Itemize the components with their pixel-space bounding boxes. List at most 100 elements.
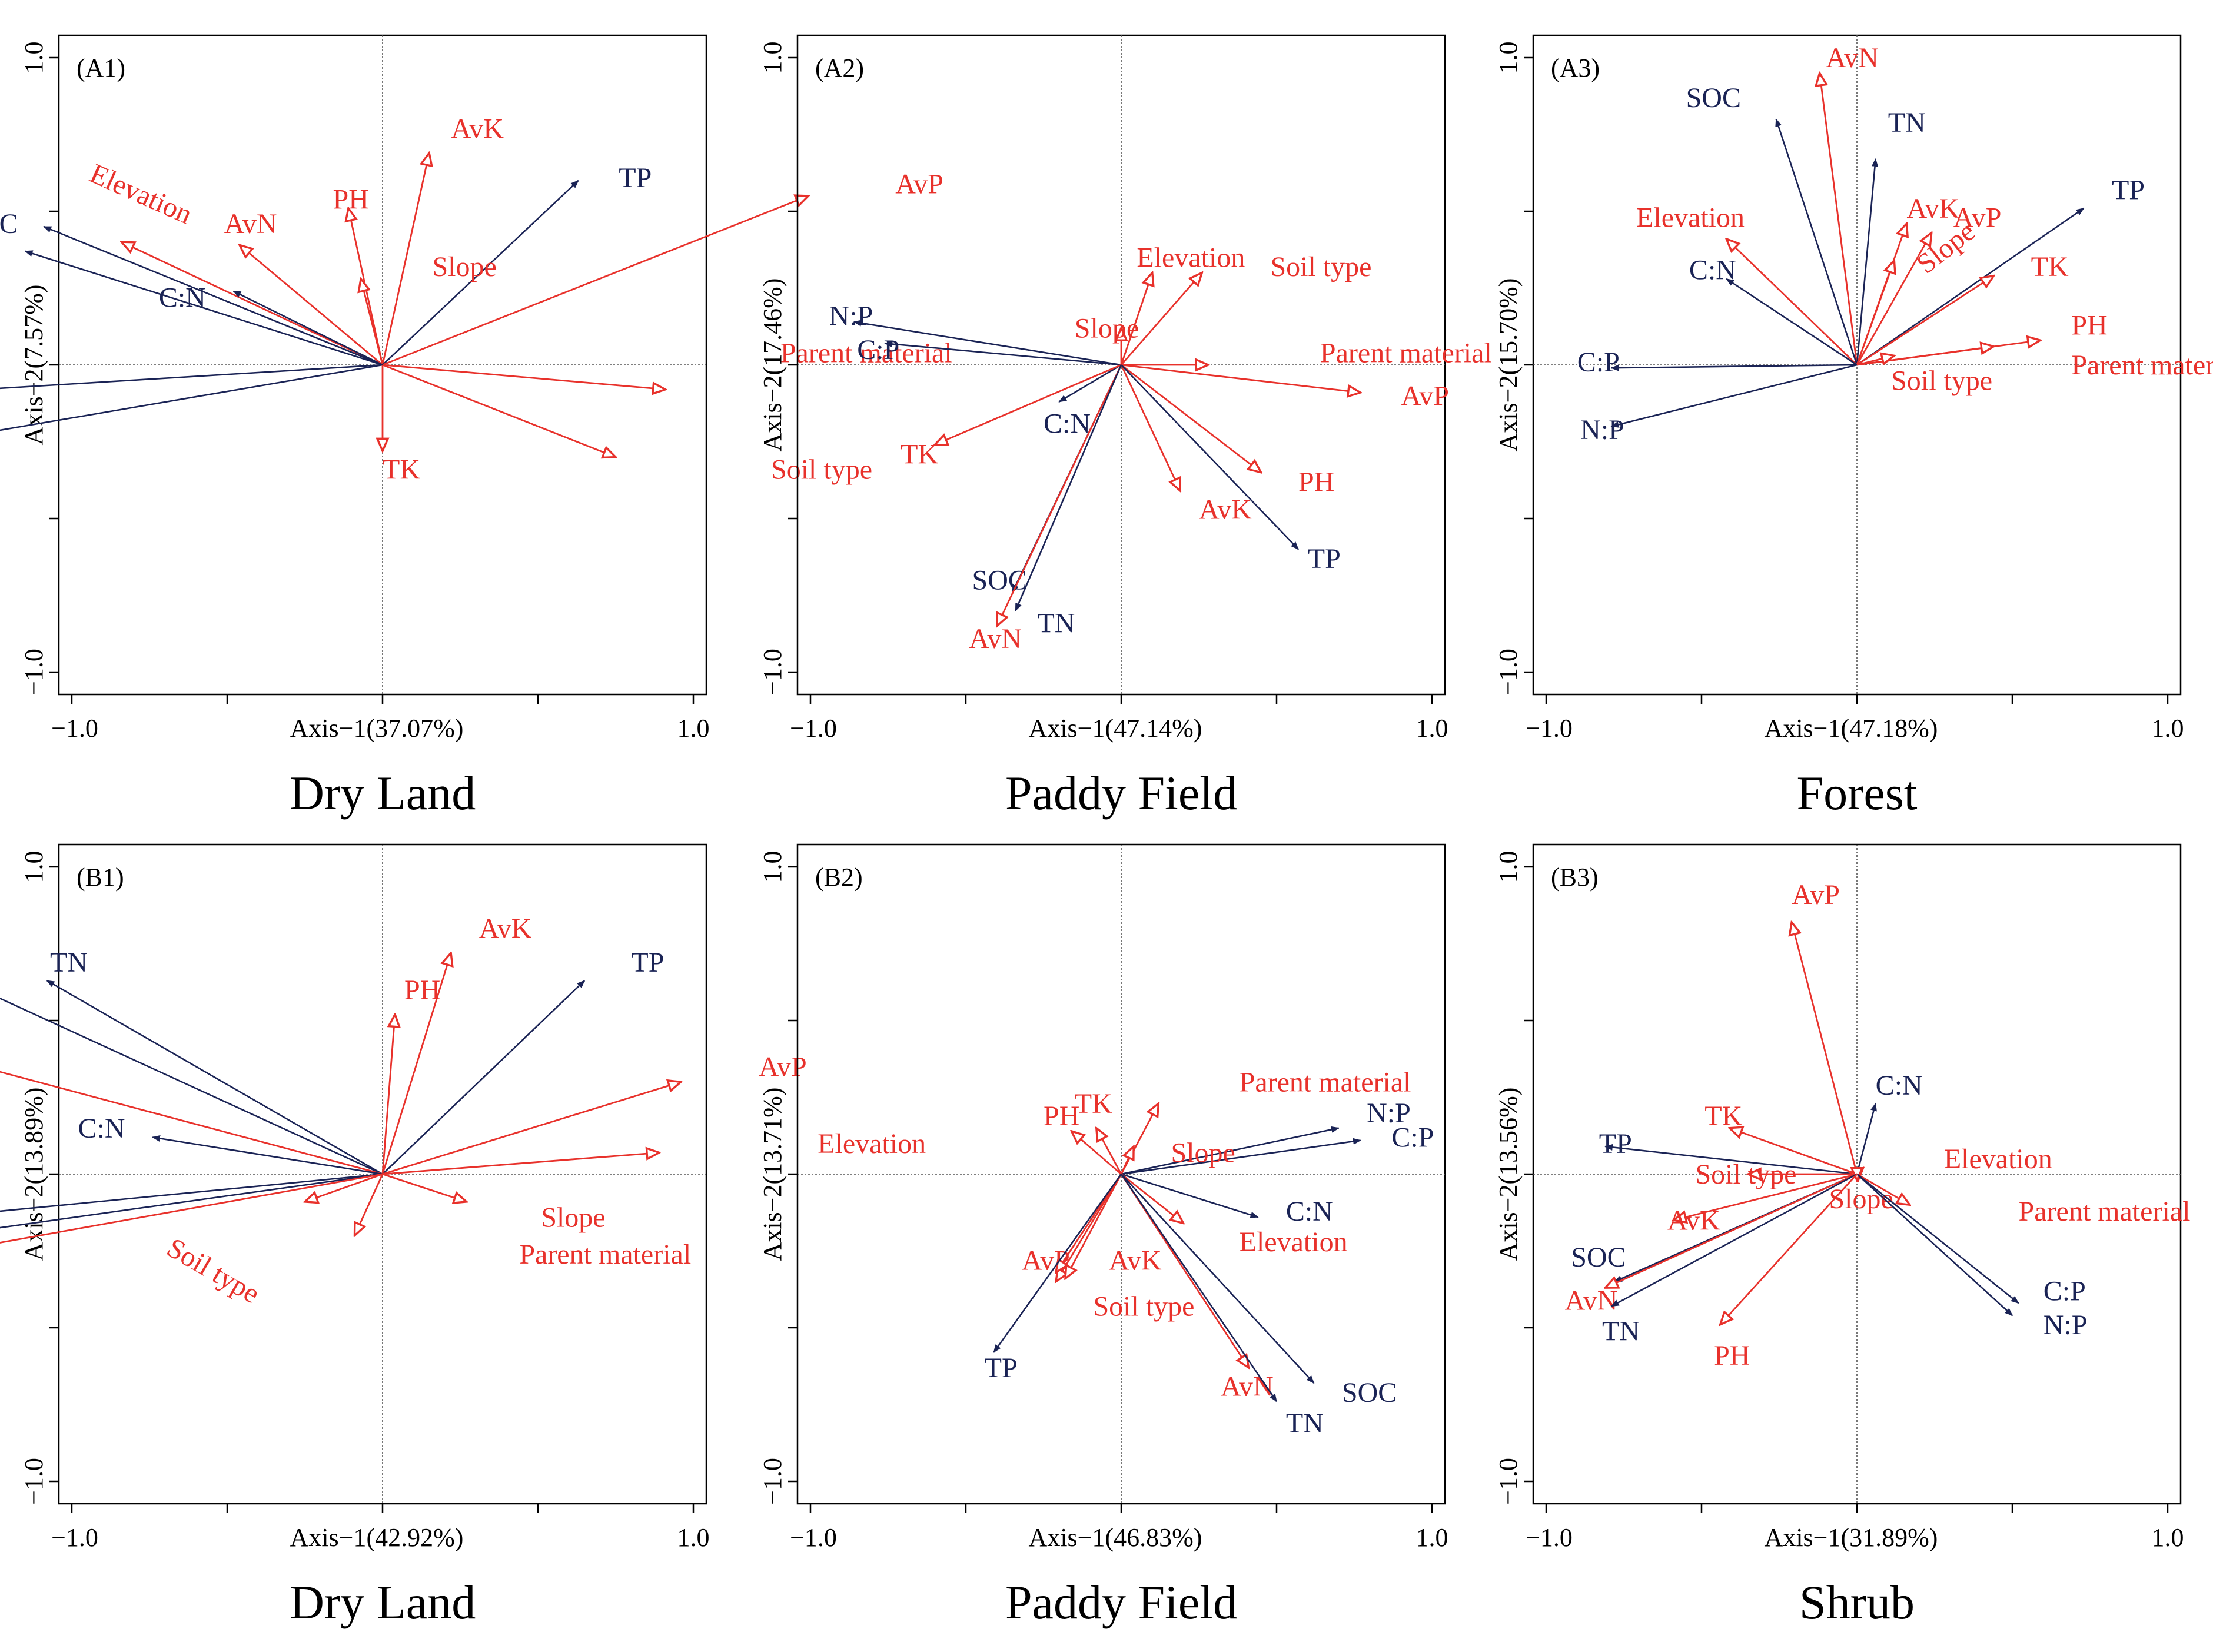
vector-tp xyxy=(993,1174,1122,1353)
vector-elevation xyxy=(121,242,383,366)
x-axis-label: Axis−1(47.14%) xyxy=(1029,714,1202,743)
vector-tn xyxy=(1610,1173,1858,1307)
vector-tk xyxy=(935,364,1122,445)
vector-c-n xyxy=(1121,1173,1259,1218)
vector-label-soil-type: Soil type xyxy=(771,454,872,486)
vector-tp xyxy=(382,180,579,365)
y-axis-label: Axis−2(13.71%) xyxy=(758,1088,787,1261)
vector-c-n xyxy=(232,290,383,366)
vector-label-soc: SOC xyxy=(0,208,18,240)
vector-label-tk: TK xyxy=(383,454,420,486)
vector-soil-type xyxy=(305,1173,383,1202)
panel-tag: (A1) xyxy=(77,54,125,82)
x-tick-label-max: 1.0 xyxy=(2152,714,2184,743)
vector-label-avk: AvK xyxy=(479,913,532,945)
vector-label-parent-material: Parent material xyxy=(519,1239,691,1270)
vector-avn xyxy=(1820,73,1858,365)
vector-label-parent-material: Parent material xyxy=(1240,1067,1411,1098)
vector-label-tp: TP xyxy=(631,947,664,978)
y-tick-label-max: 1.0 xyxy=(1494,42,1523,74)
vector-label-parent-material: Parent material xyxy=(780,337,952,368)
vector-label-avn: AvN xyxy=(969,623,1022,654)
vector-label-tp: TP xyxy=(619,162,652,194)
vector-c-p xyxy=(1121,1138,1361,1175)
vector-c-n xyxy=(151,1135,383,1175)
vector-label-slope: Slope xyxy=(1075,313,1139,344)
vector-label-avn: AvN xyxy=(1565,1285,1618,1316)
vector-label-soc: SOC xyxy=(1571,1242,1626,1273)
vector-label-avn: AvN xyxy=(1221,1371,1274,1402)
vector-elevation xyxy=(1120,272,1152,365)
vector-label-ph: PH xyxy=(1298,467,1334,498)
y-tick-label-min: −1.0 xyxy=(1494,649,1523,696)
vector-label-soil-type: Soil type xyxy=(1695,1159,1796,1190)
x-tick-label-min: −1.0 xyxy=(51,714,98,743)
vector-avk xyxy=(1673,1173,1858,1220)
vector-avp xyxy=(382,196,808,366)
vector-n-p xyxy=(1856,1174,2013,1317)
vector-c-p xyxy=(1856,1173,2019,1304)
vector-label-avk: AvK xyxy=(1906,193,1959,224)
panel-title: Forest xyxy=(1797,766,1918,820)
vector-ph xyxy=(1720,1174,1858,1325)
vector-label-slope: Slope xyxy=(1171,1138,1235,1169)
vector-label-elevation: Elevation xyxy=(1240,1226,1348,1258)
x-tick-label-max: 1.0 xyxy=(2152,1523,2184,1552)
vector-avk xyxy=(381,953,451,1175)
vector-label-n-p: N:P xyxy=(829,301,873,332)
vector-label-c-n: C:N xyxy=(159,282,206,313)
vector-label-c-n: C:N xyxy=(1689,254,1736,285)
vector-label-tn: TN xyxy=(50,947,88,978)
vector-label-tk: TK xyxy=(2031,251,2069,282)
vector-label-c-n: C:N xyxy=(78,1113,125,1144)
vector-soc xyxy=(1121,1174,1315,1384)
vector-n-p xyxy=(1610,364,1858,428)
vector-ph xyxy=(1121,364,1261,473)
vector-label-soil-type: Soil type xyxy=(1891,365,1992,396)
vector-soil-type xyxy=(1856,355,1894,366)
x-tick-label-min: −1.0 xyxy=(1526,714,1573,743)
vector-tn xyxy=(1120,1174,1278,1402)
vector-slope xyxy=(361,279,384,365)
panel-title: Shrub xyxy=(1799,1575,1915,1629)
vector-label-avk: AvK xyxy=(1667,1205,1720,1236)
vector-tp xyxy=(1856,207,2085,366)
panel-title: Dry Land xyxy=(290,1575,476,1629)
vector-soc xyxy=(43,225,383,366)
vector-tk xyxy=(0,1173,383,1244)
vector-label-ph: PH xyxy=(1044,1101,1079,1132)
vector-c-n xyxy=(1726,278,1858,366)
vector-tp xyxy=(382,980,586,1175)
y-tick-label-min: −1.0 xyxy=(758,649,787,696)
panel-b2: −1.0 1.0 1.0 −1.0 Axis−1(46.83%) Axis−2(13.71… xyxy=(758,843,1448,1629)
vector-slope xyxy=(1856,261,1894,365)
vector-soc xyxy=(1775,118,1858,365)
vector-avn xyxy=(240,245,383,366)
vector-parent-material xyxy=(354,1174,384,1235)
vector-label-slope: Slope xyxy=(432,251,496,282)
vector-label-c-n: C:N xyxy=(1286,1196,1333,1227)
vector-soc xyxy=(0,998,383,1175)
y-tick-label-max: 1.0 xyxy=(19,42,48,74)
vector-label-parent-material: Parent material xyxy=(2019,1196,2191,1227)
vector-slope xyxy=(382,1173,467,1202)
vector-tp xyxy=(1604,1144,1858,1175)
x-axis-label: Axis−1(37.07%) xyxy=(290,714,464,743)
x-tick-label-min: −1.0 xyxy=(51,1523,98,1552)
vector-label-c-p: C:P xyxy=(1577,347,1620,378)
vector-n-p xyxy=(853,320,1122,366)
y-tick-label-max: 1.0 xyxy=(758,42,787,74)
vector-label-tn: TN xyxy=(1286,1408,1324,1439)
vector-label-tn: TN xyxy=(1602,1315,1640,1347)
vector-tn xyxy=(46,980,383,1175)
vector-label-tp: TP xyxy=(1599,1128,1632,1159)
vector-label-ph: PH xyxy=(404,975,440,1006)
vector-elevation xyxy=(1726,239,1858,366)
vector-tn xyxy=(24,250,383,366)
y-axis-label: Axis−2(15.70%) xyxy=(1494,278,1523,452)
vector-c-n xyxy=(1856,1102,1877,1175)
x-axis-label: Axis−1(31.89%) xyxy=(1765,1523,1938,1552)
